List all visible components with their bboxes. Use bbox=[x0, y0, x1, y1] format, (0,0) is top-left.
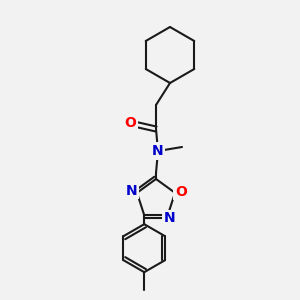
Text: O: O bbox=[124, 116, 136, 130]
Text: N: N bbox=[164, 211, 176, 225]
Text: O: O bbox=[175, 185, 187, 199]
Text: N: N bbox=[126, 184, 138, 198]
Text: N: N bbox=[152, 144, 164, 158]
